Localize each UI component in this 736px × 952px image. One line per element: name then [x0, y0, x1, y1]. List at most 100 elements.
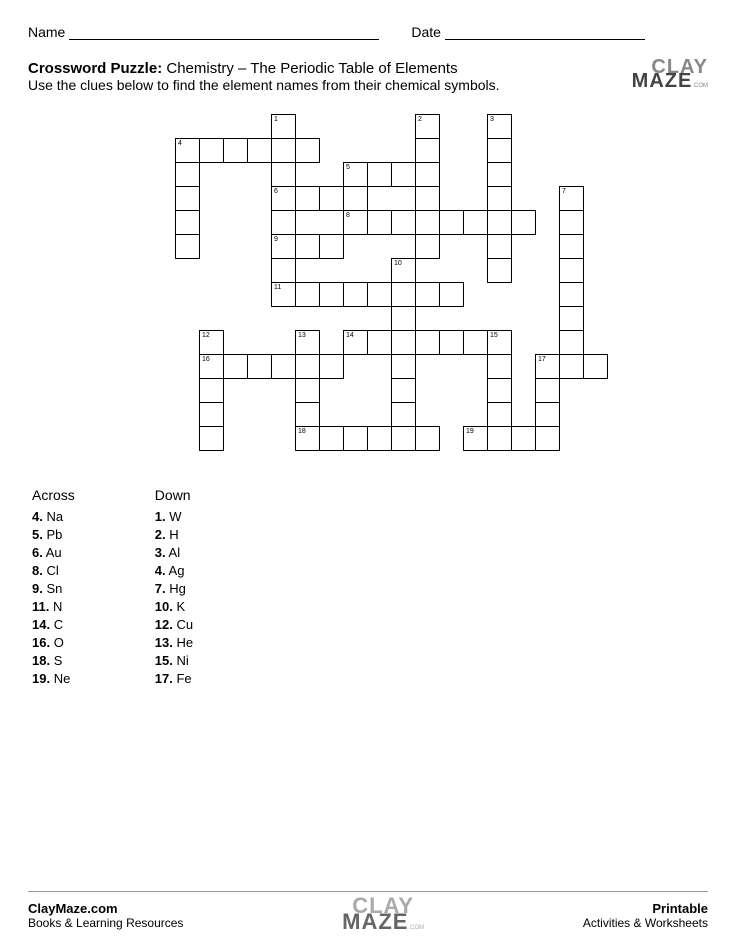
grid-cell[interactable]: 17 [535, 354, 560, 379]
grid-cell[interactable] [175, 234, 200, 259]
grid-cell[interactable] [223, 138, 248, 163]
grid-cell[interactable] [271, 354, 296, 379]
grid-cell[interactable] [343, 186, 368, 211]
grid-cell[interactable] [295, 234, 320, 259]
grid-cell[interactable] [535, 426, 560, 451]
grid-cell[interactable] [415, 210, 440, 235]
grid-cell[interactable] [487, 426, 512, 451]
grid-cell[interactable] [391, 162, 416, 187]
grid-cell[interactable] [367, 282, 392, 307]
grid-cell[interactable] [391, 426, 416, 451]
grid-cell[interactable] [295, 402, 320, 427]
date-field[interactable]: Date [411, 24, 645, 40]
grid-cell[interactable] [295, 378, 320, 403]
grid-cell[interactable] [391, 330, 416, 355]
grid-cell[interactable] [367, 330, 392, 355]
grid-cell[interactable] [415, 426, 440, 451]
grid-cell[interactable] [559, 354, 584, 379]
name-underline[interactable] [69, 26, 379, 40]
grid-cell[interactable] [511, 426, 536, 451]
grid-cell[interactable]: 1 [271, 114, 296, 139]
grid-cell[interactable] [535, 402, 560, 427]
grid-cell[interactable] [175, 162, 200, 187]
grid-cell[interactable] [487, 378, 512, 403]
grid-cell[interactable] [295, 354, 320, 379]
grid-cell[interactable] [319, 282, 344, 307]
grid-cell[interactable] [439, 210, 464, 235]
grid-cell[interactable] [343, 426, 368, 451]
grid-cell[interactable] [343, 282, 368, 307]
grid-cell[interactable]: 18 [295, 426, 320, 451]
grid-cell[interactable] [487, 354, 512, 379]
grid-cell[interactable]: 2 [415, 114, 440, 139]
grid-cell[interactable]: 16 [199, 354, 224, 379]
name-field[interactable]: Name [28, 24, 379, 40]
grid-cell[interactable] [511, 210, 536, 235]
grid-cell[interactable] [391, 354, 416, 379]
grid-cell[interactable] [487, 402, 512, 427]
grid-cell[interactable] [175, 186, 200, 211]
grid-cell[interactable]: 12 [199, 330, 224, 355]
grid-cell[interactable] [559, 306, 584, 331]
grid-cell[interactable] [199, 426, 224, 451]
grid-cell[interactable] [487, 162, 512, 187]
grid-cell[interactable] [175, 210, 200, 235]
grid-cell[interactable]: 7 [559, 186, 584, 211]
grid-cell[interactable] [415, 162, 440, 187]
grid-cell[interactable] [271, 138, 296, 163]
grid-cell[interactable] [463, 210, 488, 235]
grid-cell[interactable]: 13 [295, 330, 320, 355]
grid-cell[interactable]: 15 [487, 330, 512, 355]
grid-cell[interactable] [487, 186, 512, 211]
grid-cell[interactable] [559, 234, 584, 259]
grid-cell[interactable] [559, 258, 584, 283]
grid-cell[interactable] [271, 210, 296, 235]
grid-cell[interactable] [535, 378, 560, 403]
grid-cell[interactable] [439, 330, 464, 355]
grid-cell[interactable] [319, 426, 344, 451]
grid-cell[interactable] [463, 330, 488, 355]
grid-cell[interactable] [223, 354, 248, 379]
grid-cell[interactable] [295, 138, 320, 163]
grid-cell[interactable] [295, 186, 320, 211]
grid-cell[interactable]: 11 [271, 282, 296, 307]
grid-cell[interactable] [439, 282, 464, 307]
grid-cell[interactable]: 3 [487, 114, 512, 139]
grid-cell[interactable] [487, 210, 512, 235]
grid-cell[interactable] [367, 162, 392, 187]
grid-cell[interactable] [247, 138, 272, 163]
grid-cell[interactable] [199, 402, 224, 427]
grid-cell[interactable]: 9 [271, 234, 296, 259]
grid-cell[interactable] [319, 234, 344, 259]
grid-cell[interactable]: 14 [343, 330, 368, 355]
grid-cell[interactable] [271, 258, 296, 283]
grid-cell[interactable] [391, 282, 416, 307]
grid-cell[interactable] [367, 426, 392, 451]
grid-cell[interactable] [559, 210, 584, 235]
grid-cell[interactable] [415, 330, 440, 355]
grid-cell[interactable] [271, 162, 296, 187]
grid-cell[interactable] [487, 138, 512, 163]
grid-cell[interactable] [415, 234, 440, 259]
grid-cell[interactable] [247, 354, 272, 379]
grid-cell[interactable] [391, 210, 416, 235]
grid-cell[interactable] [487, 258, 512, 283]
grid-cell[interactable] [199, 138, 224, 163]
grid-cell[interactable] [415, 138, 440, 163]
grid-cell[interactable]: 4 [175, 138, 200, 163]
grid-cell[interactable] [319, 354, 344, 379]
grid-cell[interactable] [367, 210, 392, 235]
grid-cell[interactable] [199, 378, 224, 403]
grid-cell[interactable] [391, 378, 416, 403]
grid-cell[interactable] [319, 186, 344, 211]
grid-cell[interactable] [559, 282, 584, 307]
grid-cell[interactable]: 5 [343, 162, 368, 187]
grid-cell[interactable] [559, 330, 584, 355]
grid-cell[interactable]: 10 [391, 258, 416, 283]
grid-cell[interactable] [415, 186, 440, 211]
grid-cell[interactable] [487, 234, 512, 259]
grid-cell[interactable]: 6 [271, 186, 296, 211]
grid-cell[interactable] [583, 354, 608, 379]
grid-cell[interactable]: 8 [343, 210, 368, 235]
date-underline[interactable] [445, 26, 645, 40]
